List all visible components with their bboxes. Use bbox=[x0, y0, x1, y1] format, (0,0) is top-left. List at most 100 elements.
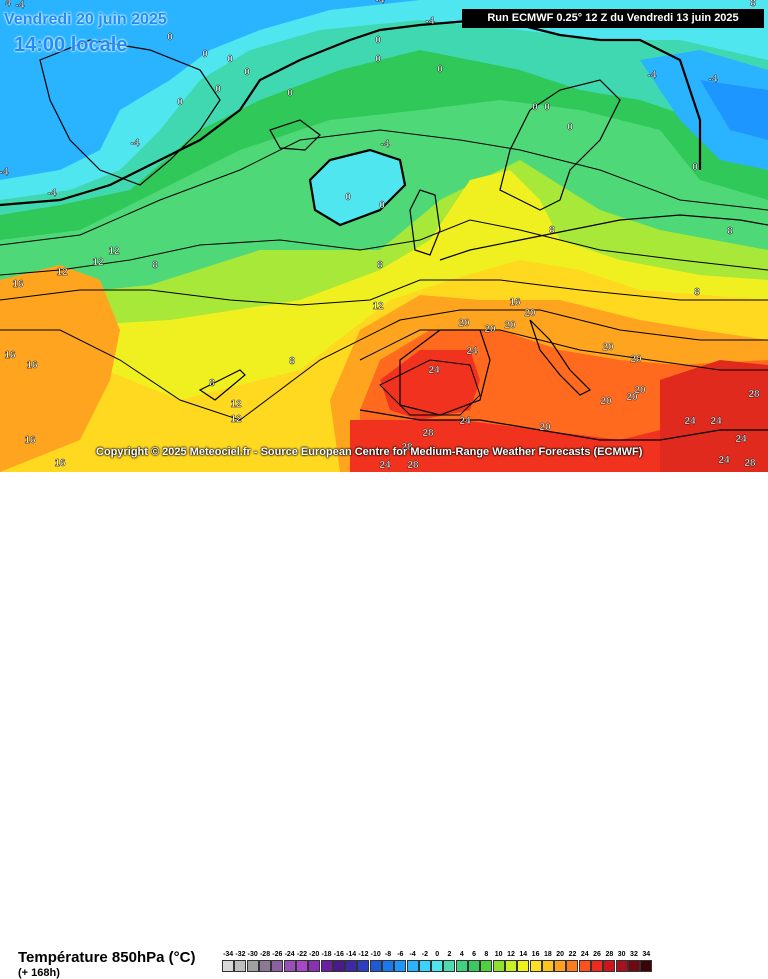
isotherm-label: 20 bbox=[602, 342, 614, 353]
coastlines bbox=[39, 39, 768, 441]
zone-deep-blue-east bbox=[700, 80, 768, 140]
scale-swatch bbox=[369, 960, 382, 972]
scale-label: -8 bbox=[384, 951, 392, 958]
isotherm-label: 24 bbox=[466, 346, 478, 357]
scale-label: -30 bbox=[247, 951, 258, 958]
scale-step: -16 bbox=[332, 950, 345, 972]
scale-step: 16 bbox=[529, 950, 542, 972]
scale-swatch bbox=[504, 960, 517, 972]
scale-step: -34 bbox=[222, 950, 235, 972]
scale-swatch bbox=[517, 960, 530, 972]
scale-label: -4 bbox=[409, 951, 416, 958]
scale-label: 24 bbox=[580, 951, 589, 958]
isotherm-label: 0 bbox=[567, 122, 573, 133]
scale-step: -24 bbox=[283, 950, 296, 972]
isotherm-label: 28 bbox=[407, 460, 419, 471]
valid-date: Vendredi 20 juin 2025 bbox=[4, 11, 167, 28]
isotherm-label: 8 bbox=[289, 356, 295, 367]
scale-swatch bbox=[283, 960, 296, 972]
scale-label: 0 bbox=[435, 951, 440, 958]
zone-cold-pocket bbox=[310, 150, 405, 225]
scale-step: -26 bbox=[271, 950, 284, 972]
scale-swatch bbox=[394, 960, 407, 972]
scale-label: -10 bbox=[370, 951, 381, 958]
isotherm-20 bbox=[359, 329, 768, 371]
scale-step: -2 bbox=[418, 950, 431, 972]
isotherm-label: 24 bbox=[718, 455, 730, 466]
scale-step: -28 bbox=[259, 950, 272, 972]
isotherm-label: 0 bbox=[167, 32, 173, 43]
isotherm-label: 24 bbox=[428, 365, 440, 376]
scale-step: -4 bbox=[406, 950, 419, 972]
scale-step: 6 bbox=[468, 950, 481, 972]
scale-step: -32 bbox=[234, 950, 247, 972]
scale-swatch bbox=[259, 960, 272, 972]
scale-step: -6 bbox=[394, 950, 407, 972]
scale-label: -2 bbox=[421, 951, 429, 958]
isotherm-label: 0 bbox=[544, 102, 550, 113]
scale-label: -28 bbox=[259, 951, 271, 958]
scale-swatch bbox=[332, 960, 345, 972]
scale-step: -8 bbox=[382, 950, 394, 972]
isotherm-label: 20 bbox=[634, 385, 646, 396]
isotherm-label: -4 bbox=[16, 0, 25, 11]
scale-step: 20 bbox=[554, 950, 567, 972]
isotherm-label: 28 bbox=[744, 458, 756, 469]
scale-step: 0 bbox=[431, 950, 444, 972]
isotherm-label: 12 bbox=[108, 246, 120, 257]
scale-swatch bbox=[591, 960, 604, 972]
scale-label: 16 bbox=[531, 951, 540, 958]
isotherm-label: 8 bbox=[750, 0, 756, 9]
isotherm-label: 0 bbox=[177, 97, 183, 108]
isotherm-label: 8 bbox=[209, 378, 215, 389]
isotherm-label: 0 bbox=[244, 67, 250, 78]
isotherm-label: 24 bbox=[710, 416, 722, 427]
isotherm-label: 20 bbox=[484, 324, 496, 335]
scale-step: -20 bbox=[308, 950, 321, 972]
scale-swatch bbox=[468, 960, 481, 972]
scale-swatch bbox=[455, 960, 468, 972]
isotherm-label: 8 bbox=[152, 260, 158, 271]
coast-europe bbox=[439, 214, 768, 261]
scale-label: 6 bbox=[472, 951, 477, 958]
isotherm-label: 24 bbox=[684, 416, 696, 427]
isotherm-label: 12 bbox=[92, 257, 104, 268]
zone-blue bbox=[0, 0, 420, 180]
isotherm-label: 20 bbox=[539, 422, 551, 433]
isotherm-8 bbox=[0, 219, 768, 276]
scale-step: -10 bbox=[369, 950, 382, 972]
scale-label: 4 bbox=[459, 951, 464, 958]
isotherm-label: 16 bbox=[26, 360, 38, 371]
isotherm-label: -4 bbox=[376, 0, 385, 6]
scale-step: -22 bbox=[295, 950, 308, 972]
isotherm-label: 0 bbox=[215, 84, 221, 95]
isotherm-label: -4 bbox=[48, 188, 57, 199]
scale-step: 30 bbox=[615, 950, 628, 972]
isotherm-label: 0 bbox=[375, 35, 381, 46]
scale-step: 8 bbox=[480, 950, 493, 972]
scale-swatch bbox=[295, 960, 308, 972]
scale-step: -18 bbox=[320, 950, 333, 972]
scale-label: 2 bbox=[447, 951, 452, 958]
scale-label: -6 bbox=[397, 951, 404, 958]
isotherm-4 bbox=[0, 129, 768, 246]
parameter-title: Température 850hPa (°C) bbox=[18, 949, 196, 966]
scale-label: -12 bbox=[358, 951, 369, 958]
isotherm-label: 0 bbox=[202, 49, 208, 60]
isotherm-label: 20 bbox=[524, 308, 536, 319]
isotherm-label: 20 bbox=[600, 396, 612, 407]
scale-swatch bbox=[406, 960, 419, 972]
isotherm-label: 20 bbox=[630, 354, 642, 365]
isotherm-label: 20 bbox=[504, 320, 516, 331]
scale-step: 4 bbox=[455, 950, 468, 972]
isotherm-label: -4 bbox=[426, 16, 435, 27]
coast-north-africa bbox=[359, 409, 768, 441]
isotherm-24 bbox=[379, 359, 481, 416]
scale-step: 18 bbox=[541, 950, 554, 972]
isotherm-label: 16 bbox=[12, 279, 24, 290]
isotherm-zero-low bbox=[308, 148, 407, 227]
isotherm-label: -4 bbox=[131, 138, 140, 149]
scale-label: 18 bbox=[543, 951, 552, 958]
scale-swatch bbox=[308, 960, 321, 972]
